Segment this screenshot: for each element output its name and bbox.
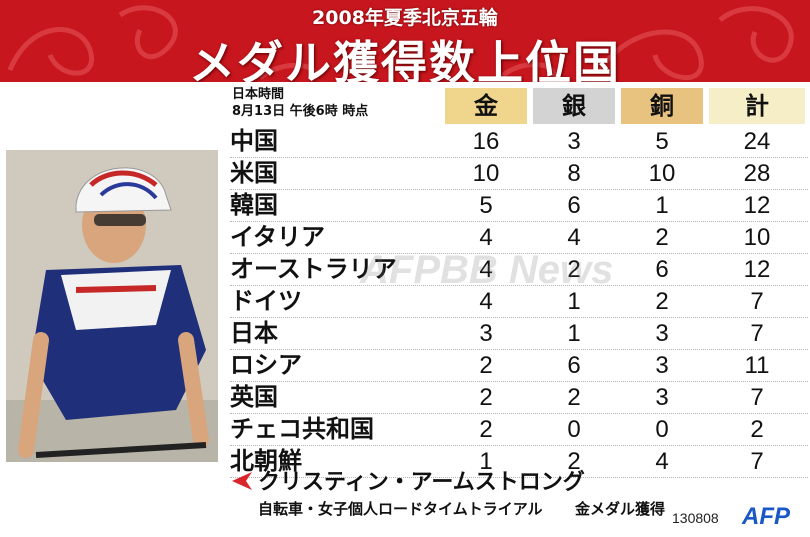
total-count: 11: [744, 352, 770, 379]
pointer-arrow-icon: [232, 472, 252, 490]
silver-count: 6: [567, 192, 581, 219]
cyclist-photo: [6, 150, 218, 462]
medal-table: 中国 16 3 5 24 米国 10 8 10 28 韓国 5 6 1 12 イタリア 4 4 2 10 オーストラリア…: [230, 126, 808, 478]
time-note-line1: 日本時間: [232, 87, 285, 102]
total-count: 7: [750, 448, 764, 475]
bronze-count: 6: [655, 256, 669, 283]
country-name: 日本: [230, 319, 278, 347]
country-name: 韓国: [230, 191, 278, 219]
time-note: 日本時間 8月13日 午後6時 時点: [232, 86, 368, 120]
total-count: 7: [750, 384, 764, 411]
gold-count: 10: [472, 160, 500, 187]
gold-count: 1: [479, 448, 493, 475]
country-name: ロシア: [230, 351, 302, 379]
graphic-code: 130808: [672, 510, 719, 526]
silver-count: 1: [567, 288, 581, 315]
silver-count: 2: [567, 448, 581, 475]
athlete-name: クリスティン・アームストロング: [258, 470, 585, 495]
total-count: 12: [743, 256, 771, 283]
silver-count: 0: [567, 416, 581, 443]
silver-count: 2: [567, 256, 581, 283]
gold-count: 4: [479, 256, 493, 283]
gold-count: 4: [479, 224, 493, 251]
country-name: イタリア: [230, 223, 326, 251]
silver-count: 6: [567, 352, 581, 379]
gold-count: 2: [479, 384, 493, 411]
gold-count: 4: [479, 288, 493, 315]
table-row: ロシア 2 6 3 11: [230, 350, 808, 382]
silver-count: 2: [567, 384, 581, 411]
table-row: 英国 2 2 3 7: [230, 382, 808, 414]
gold-count: 16: [472, 128, 500, 155]
table-row: 北朝鮮 1 2 4 7: [230, 446, 808, 478]
country-name: 英国: [230, 383, 278, 411]
bronze-count: 0: [655, 416, 669, 443]
country-name: 米国: [230, 159, 278, 187]
table-row: 日本 3 1 3 7: [230, 318, 808, 350]
country-name: 中国: [230, 127, 278, 155]
bronze-count: 2: [655, 288, 669, 315]
column-header-gold: 金: [445, 88, 527, 124]
table-row: 中国 16 3 5 24: [230, 126, 808, 158]
total-count: 24: [743, 128, 771, 155]
gold-count: 2: [479, 352, 493, 379]
column-header-total: 計: [709, 88, 805, 124]
medal-status: 金メダル獲得: [575, 500, 666, 518]
gold-count: 2: [479, 416, 493, 443]
total-count: 10: [743, 224, 771, 251]
time-note-line2: 8月13日 午後6時 時点: [232, 104, 369, 119]
total-count: 7: [750, 320, 764, 347]
table-row: 米国 10 8 10 28: [230, 158, 808, 190]
table-row: ドイツ 4 1 2 7: [230, 286, 808, 318]
watermark: AFPBB News: [360, 248, 614, 292]
bronze-count: 3: [655, 384, 669, 411]
total-count: 7: [750, 288, 764, 315]
silver-count: 4: [567, 224, 581, 251]
bronze-count: 1: [655, 192, 669, 219]
bronze-count: 2: [655, 224, 669, 251]
bronze-count: 10: [648, 160, 676, 187]
total-count: 12: [743, 192, 771, 219]
silver-count: 3: [567, 128, 581, 155]
column-header-silver: 銀: [533, 88, 615, 124]
column-header-bronze: 銅: [621, 88, 703, 124]
table-row: チェコ共和国 2 0 0 2: [230, 414, 808, 446]
page-title: メダル獲得数上位国: [189, 36, 621, 82]
bronze-count: 4: [655, 448, 669, 475]
header-banner: 2008年夏季北京五輪 メダル獲得数上位国: [0, 0, 810, 82]
swirl-pattern-icon: [7, 5, 794, 81]
table-row: 韓国 5 6 1 12: [230, 190, 808, 222]
silver-count: 1: [567, 320, 581, 347]
bronze-count: 3: [655, 352, 669, 379]
total-count: 2: [750, 416, 764, 443]
total-count: 28: [743, 160, 771, 187]
afp-logo: AFP: [742, 503, 790, 530]
table-row: イタリア 4 4 2 10: [230, 222, 808, 254]
country-name: チェコ共和国: [230, 415, 374, 443]
table-row: オーストラリア 4 2 6 12: [230, 254, 808, 286]
bronze-count: 5: [655, 128, 669, 155]
country-name: 北朝鮮: [230, 447, 302, 475]
silver-count: 8: [567, 160, 581, 187]
gold-count: 3: [479, 320, 493, 347]
gold-count: 5: [479, 192, 493, 219]
country-name: オーストラリア: [230, 255, 397, 283]
bronze-count: 3: [655, 320, 669, 347]
event-name: 自転車・女子個人ロードタイムトライアル: [258, 500, 543, 518]
country-name: ドイツ: [230, 287, 302, 315]
subtitle: 2008年夏季北京五輪: [312, 7, 498, 29]
